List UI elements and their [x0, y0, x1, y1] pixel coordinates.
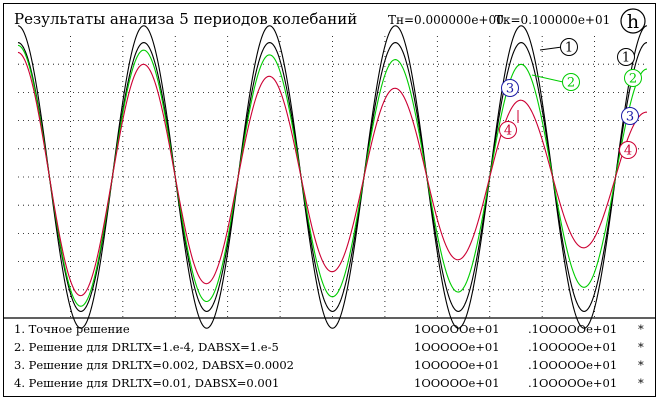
curve-label-3-text: 3: [506, 82, 514, 97]
legend-row-1: 1. Точное решение 1OOOOOe+01 .1OOOOOe+01…: [14, 322, 649, 338]
legend-text: 2. Решение для DRLTX=1.e-4, DABSX=1.e-5: [14, 340, 279, 354]
series-line-4: [17, 51, 648, 297]
series-line-ref-1: [17, 42, 648, 312]
legend-row-3: 3. Решение для DRLTX=0.002, DABSX=0.0002…: [14, 358, 649, 374]
curve-label-4: 4: [499, 121, 517, 139]
edge-label-3: 3: [621, 107, 639, 125]
legend-text: 1. Точное решение: [14, 322, 130, 336]
edge-label-4: 4: [619, 141, 637, 159]
curves: [17, 25, 648, 329]
curve-label-1: 1: [560, 38, 578, 56]
legend-value-1: 1OOOOOe+01: [414, 340, 500, 354]
legend-value-1: 1OOOOOe+01: [414, 322, 500, 336]
svg-text:h: h: [627, 11, 639, 33]
legend-value-1: 1OOOOOe+01: [414, 376, 500, 390]
edge-label-4-text: 4: [624, 144, 632, 159]
edge-label-2-circle: [624, 69, 642, 87]
legend-value-2: .1OOOOOe+01: [528, 340, 618, 354]
legend-value-2: .1OOOOOe+01: [528, 358, 618, 372]
chart-title: Результаты анализа 5 периодов колебаний: [14, 10, 358, 28]
curve-label-3-circle: [501, 79, 519, 97]
t-start-label: Tн=0.000000e+00: [388, 13, 504, 27]
legend-value-2: .1OOOOOe+01: [528, 376, 618, 390]
label-leader: [539, 46, 563, 51]
curve-labels: 1 2 3 4 1 2 3 4: [499, 38, 642, 159]
curve-label-2-text: 2: [567, 76, 575, 91]
plot-frame: [3, 3, 656, 397]
edge-label-1-text: 1: [622, 51, 630, 66]
legend-row-2: 2. Решение для DRLTX=1.e-4, DABSX=1.e-5 …: [14, 340, 649, 356]
legend-flag: *: [638, 358, 644, 372]
series-line-ref-1: [17, 25, 648, 329]
curve-label-3: 3: [501, 79, 519, 97]
curve-label-2-circle: [562, 73, 580, 91]
edge-label-1-circle: [617, 48, 635, 66]
legend-value-2: .1OOOOOe+01: [528, 322, 618, 336]
t-end-label: Tк=0.100000e+01: [495, 13, 611, 27]
edge-label-3-text: 3: [626, 110, 634, 125]
edge-label-4-circle: [619, 141, 637, 159]
legend-flag: *: [638, 322, 644, 336]
legend-flag: *: [638, 376, 644, 390]
edge-label-1: 1: [617, 48, 635, 66]
legend-flag: *: [638, 340, 644, 354]
curve-label-1-circle: [560, 38, 578, 56]
curve-label-4-circle: [499, 121, 517, 139]
curve-label-1-text: 1: [565, 41, 573, 56]
series-line-2: [17, 44, 648, 307]
legend-text: 4. Решение для DRLTX=0.01, DABSX=0.001: [14, 376, 280, 390]
label-leader: [531, 74, 564, 83]
legend-text: 3. Решение для DRLTX=0.002, DABSX=0.0002: [14, 358, 294, 372]
legend-value-1: 1OOOOOe+01: [414, 358, 500, 372]
logo-icon: h: [620, 8, 646, 34]
edge-label-3-circle: [621, 107, 639, 125]
legend-row-4: 4. Решение для DRLTX=0.01, DABSX=0.001 1…: [14, 376, 649, 392]
curve-label-2: 2: [562, 73, 580, 91]
edge-label-2-text: 2: [629, 72, 637, 87]
edge-label-2: 2: [624, 69, 642, 87]
curve-label-4-text: 4: [504, 124, 512, 139]
grid: [3, 36, 656, 319]
